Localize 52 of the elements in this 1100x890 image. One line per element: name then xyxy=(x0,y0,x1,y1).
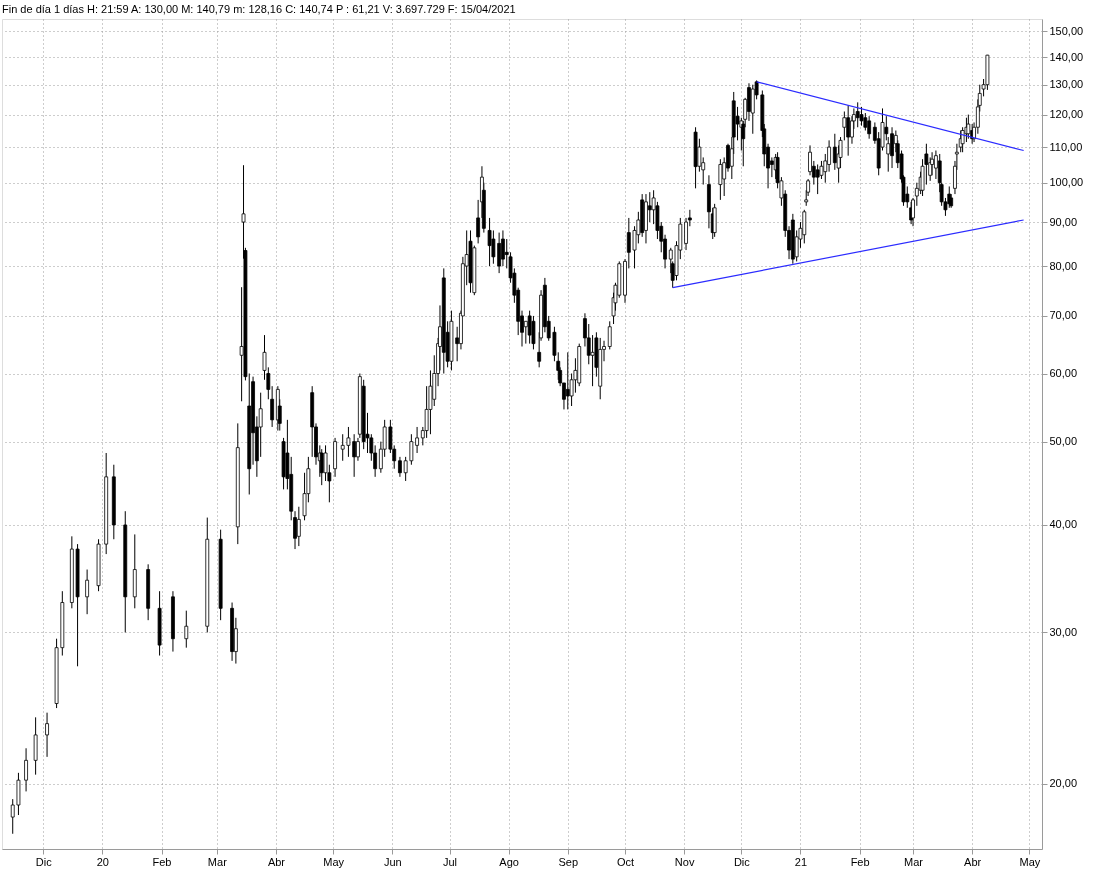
y-tick-label: 50,00 xyxy=(1049,435,1078,448)
candlestick xyxy=(531,315,536,350)
x-tick-label: Abr xyxy=(964,855,982,868)
x-tick-label: Oct xyxy=(616,855,635,868)
x-tick-label: May xyxy=(323,855,345,868)
chart-title: Fin de día 1 días H: 21:59 A: 130,00 M: 140,79 m: 128,16 C: 140,74 P : 61,21 V: 3.697.729 F: 15/04/2021 xyxy=(2,3,516,15)
candlestick xyxy=(527,310,532,345)
candlestick xyxy=(802,209,807,244)
candlestick xyxy=(934,150,938,180)
x-tick-label: Mar xyxy=(207,855,228,868)
x-tick-label: Dic xyxy=(35,855,53,868)
x-tick-label: Feb xyxy=(152,855,172,868)
x-tick-label: Feb xyxy=(850,855,870,868)
y-tick-label: 80,00 xyxy=(1049,259,1078,272)
candlestick xyxy=(607,320,612,350)
x-tick-label: Ago xyxy=(499,855,519,868)
candlestick xyxy=(487,217,492,267)
candlestick xyxy=(867,115,872,140)
x-tick-label: Dic xyxy=(733,855,751,868)
y-tick-label: 150,00 xyxy=(1049,24,1084,37)
x-tick-label: Mar xyxy=(904,855,924,868)
candlestick xyxy=(859,106,864,127)
y-tick-label: 30,00 xyxy=(1049,625,1078,638)
x-tick-label: Sep xyxy=(558,855,579,868)
candlestick xyxy=(842,111,847,141)
candlestick xyxy=(815,163,820,195)
candlestick xyxy=(24,747,28,792)
x-tick-label: May xyxy=(1019,855,1041,868)
y-tick-label: 90,00 xyxy=(1049,215,1078,228)
candlestick xyxy=(718,158,723,201)
y-tick-label: 40,00 xyxy=(1049,518,1078,531)
x-tick-label: Jun xyxy=(383,855,402,868)
y-tick-label: 20,00 xyxy=(1049,777,1078,790)
x-tick-label: Jul xyxy=(442,855,458,868)
y-tick-label: 140,00 xyxy=(1049,50,1084,63)
candlestick xyxy=(184,610,189,649)
y-tick-label: 120,00 xyxy=(1049,108,1084,121)
x-tick-label: 20 xyxy=(96,855,109,868)
y-tick-label: 110,00 xyxy=(1049,140,1083,153)
y-tick-label: 60,00 xyxy=(1049,367,1078,380)
candlestick xyxy=(45,712,49,758)
x-tick-label: Nov xyxy=(674,855,695,868)
candlestick xyxy=(590,334,595,387)
candlestick xyxy=(890,126,894,169)
y-tick-label: 100,00 xyxy=(1049,176,1084,189)
x-tick-label: 21 xyxy=(794,855,808,868)
y-tick-label: 130,00 xyxy=(1049,78,1084,91)
candlestick xyxy=(356,437,360,462)
y-tick-label: 70,00 xyxy=(1049,309,1078,322)
candlestick xyxy=(296,506,301,547)
x-tick-label: Abr xyxy=(267,855,286,868)
candlestick xyxy=(85,569,90,615)
